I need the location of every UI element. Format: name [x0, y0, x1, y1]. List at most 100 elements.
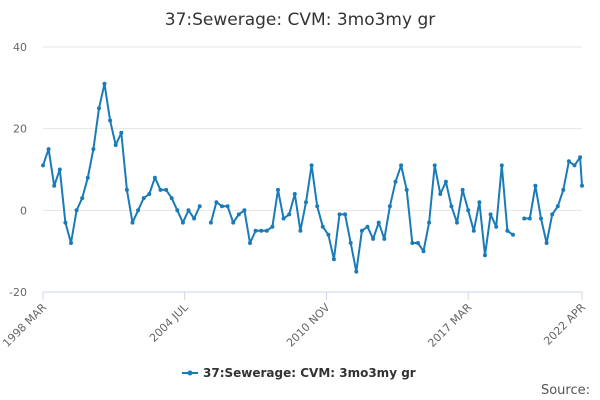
legend[interactable]: 37:Sewerage: CVM: 3mo3my gr [182, 366, 416, 380]
data-point[interactable] [580, 183, 584, 188]
data-point[interactable] [460, 187, 465, 192]
data-point[interactable] [471, 228, 476, 233]
data-point[interactable] [566, 159, 571, 164]
series-line[interactable] [524, 156, 583, 244]
data-point[interactable] [57, 167, 62, 172]
data-point[interactable] [432, 163, 437, 168]
data-point[interactable] [550, 212, 555, 217]
data-point[interactable] [158, 187, 163, 192]
data-point[interactable] [337, 212, 342, 217]
data-point[interactable] [74, 208, 79, 213]
data-point[interactable] [97, 106, 101, 111]
data-point[interactable] [527, 216, 532, 221]
data-point[interactable] [136, 208, 141, 213]
data-point[interactable] [522, 216, 527, 221]
data-point[interactable] [309, 163, 314, 168]
data-point[interactable] [393, 179, 398, 184]
data-point[interactable] [561, 187, 566, 192]
data-point[interactable] [186, 208, 191, 213]
data-point[interactable] [466, 208, 471, 213]
data-point[interactable] [102, 81, 107, 86]
data-point[interactable] [208, 220, 213, 225]
data-point[interactable] [214, 200, 219, 205]
data-point[interactable] [236, 212, 241, 217]
data-point[interactable] [197, 204, 202, 209]
data-point[interactable] [141, 196, 146, 201]
data-point[interactable] [421, 249, 426, 254]
data-point[interactable] [270, 224, 275, 229]
data-point[interactable] [494, 224, 499, 229]
data-point[interactable] [399, 163, 404, 168]
data-point[interactable] [253, 228, 258, 233]
data-point[interactable] [359, 228, 364, 233]
data-point[interactable] [533, 183, 538, 188]
data-point[interactable] [259, 228, 264, 233]
data-point[interactable] [80, 196, 85, 201]
data-point[interactable] [511, 232, 515, 237]
series-line[interactable] [209, 164, 514, 273]
data-point[interactable] [91, 147, 96, 152]
data-point[interactable] [231, 220, 236, 225]
data-point[interactable] [192, 216, 197, 221]
data-point[interactable] [320, 224, 325, 229]
data-point[interactable] [242, 208, 247, 213]
data-point[interactable] [175, 208, 180, 213]
data-point[interactable] [348, 241, 353, 245]
data-point[interactable] [488, 212, 493, 217]
data-point[interactable] [119, 130, 124, 135]
data-point[interactable] [180, 220, 185, 225]
data-point[interactable] [113, 143, 118, 147]
data-point[interactable] [220, 204, 224, 209]
data-point[interactable] [539, 216, 543, 221]
data-point[interactable] [298, 228, 303, 233]
data-point[interactable] [169, 196, 174, 201]
data-point[interactable] [449, 204, 454, 209]
data-point[interactable] [477, 200, 482, 205]
data-point[interactable] [164, 187, 169, 192]
data-point[interactable] [555, 204, 560, 209]
data-point[interactable] [438, 192, 443, 196]
data-point[interactable] [130, 220, 135, 225]
data-point[interactable] [331, 257, 336, 262]
series-line[interactable] [42, 82, 201, 244]
data-point[interactable] [343, 212, 348, 217]
data-point[interactable] [404, 187, 409, 192]
data-point[interactable] [152, 175, 157, 180]
data-point[interactable] [52, 183, 57, 188]
data-point[interactable] [225, 204, 230, 209]
data-point[interactable] [544, 241, 549, 245]
data-point[interactable] [85, 175, 90, 180]
data-point[interactable] [572, 163, 577, 168]
data-point[interactable] [382, 236, 387, 241]
data-point[interactable] [46, 147, 51, 152]
data-point[interactable] [443, 179, 448, 184]
data-point[interactable] [108, 118, 113, 123]
data-point[interactable] [276, 187, 280, 192]
data-point[interactable] [499, 163, 504, 168]
data-point[interactable] [387, 204, 392, 209]
data-point[interactable] [415, 241, 420, 245]
data-point[interactable] [427, 220, 432, 225]
source-credit[interactable]: Source: [541, 383, 590, 398]
data-point[interactable] [326, 232, 331, 237]
data-point[interactable] [354, 269, 359, 274]
data-point[interactable] [365, 224, 370, 229]
data-point[interactable] [281, 216, 286, 221]
data-point[interactable] [63, 220, 68, 225]
data-point[interactable] [376, 220, 381, 225]
data-point[interactable] [69, 241, 73, 245]
data-point[interactable] [455, 220, 459, 225]
data-point[interactable] [410, 241, 415, 245]
data-point[interactable] [292, 192, 297, 196]
data-point[interactable] [483, 253, 487, 258]
data-point[interactable] [147, 192, 152, 196]
data-point[interactable] [124, 187, 129, 192]
data-point[interactable] [304, 200, 308, 205]
data-point[interactable] [315, 204, 320, 209]
data-point[interactable] [41, 163, 45, 168]
data-point[interactable] [578, 155, 583, 160]
data-point[interactable] [248, 241, 252, 245]
data-point[interactable] [264, 228, 269, 233]
data-point[interactable] [505, 228, 510, 233]
data-point[interactable] [287, 212, 292, 217]
